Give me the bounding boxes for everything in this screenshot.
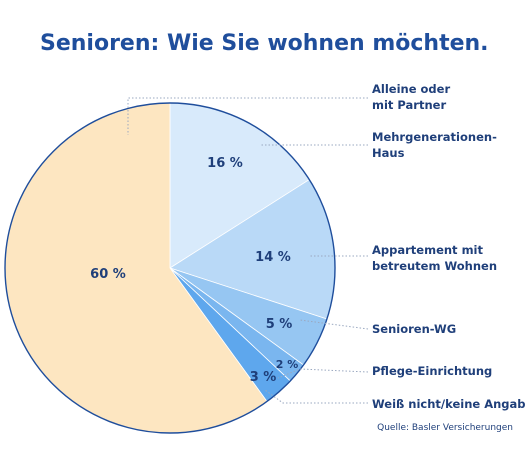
- leader-lines: [127, 97, 369, 404]
- pie-slices: [4, 102, 336, 434]
- value-label-2: 14 %: [255, 250, 291, 265]
- value-label-1: 16 %: [207, 156, 243, 171]
- chart-source: Quelle: Basler Versicherungen: [377, 423, 513, 433]
- legend-label-3: Senioren-WG: [372, 322, 456, 336]
- legend-label-1: Mehrgenerationen-Haus: [372, 130, 497, 160]
- leader-line-5: [264, 389, 368, 404]
- legend-label-0: Alleine oder mit Partner: [372, 82, 450, 112]
- legend-labels: Alleine oder mit Partner Mehrgenerationen-…: [372, 82, 526, 411]
- value-labels: 60 % 16 % 14 % 5 % 2 %3 %: [90, 156, 298, 385]
- pie-outline: [4, 102, 336, 434]
- legend-label-2: Appartement mit betreutem Wohnen: [372, 243, 497, 273]
- chart-title: Senioren: Wie Sie wohnen möchten.: [40, 31, 489, 56]
- leader-line-3: [299, 319, 369, 330]
- legend-label-5: Weiß nicht/keine Angabe: [372, 397, 526, 411]
- value-label-0: 60 %: [90, 267, 126, 282]
- value-label-5: 3 %: [250, 370, 277, 385]
- value-label-4: 2 %: [276, 358, 299, 371]
- value-label-3: 5 %: [266, 317, 293, 332]
- legend-label-4: Pflege-Einrichtung: [372, 364, 492, 378]
